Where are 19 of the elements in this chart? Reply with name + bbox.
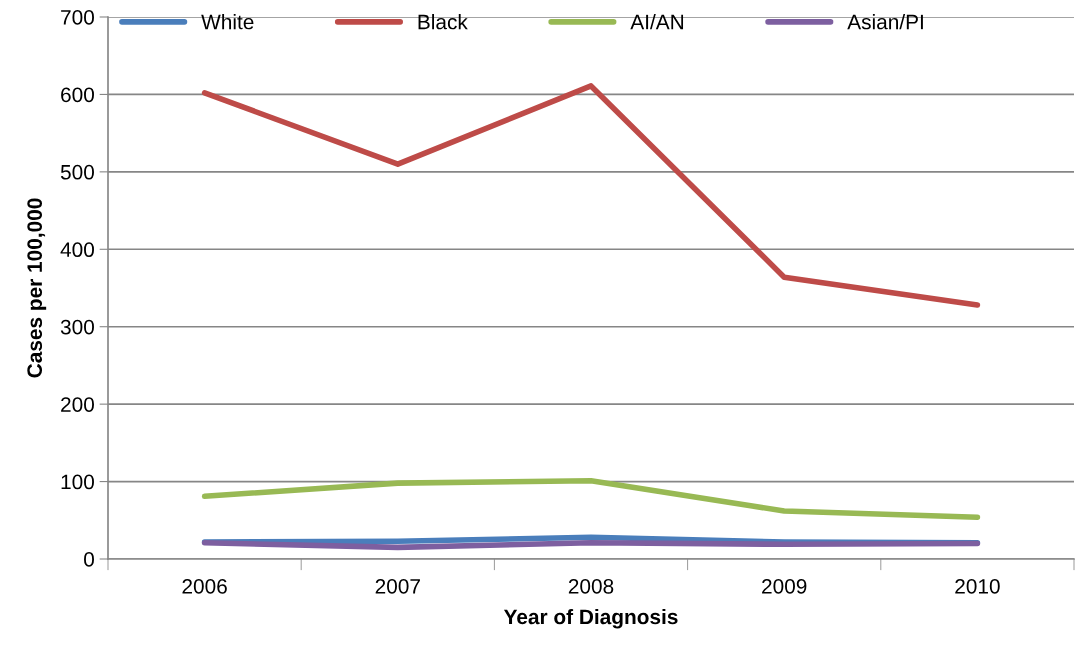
y-axis-title: Cases per 100,000 [27, 198, 47, 378]
x-tick-label: 2007 [375, 578, 420, 594]
y-tick-label: 700 [61, 10, 94, 25]
legend-label: Black [418, 14, 468, 30]
x-tick-label: 2009 [762, 578, 807, 594]
x-tick-label: 2008 [568, 578, 614, 594]
y-tick-label: 600 [61, 87, 94, 103]
y-tick-label: 500 [60, 164, 94, 180]
legend-label: White [201, 14, 254, 30]
y-tick-label: 100 [61, 474, 94, 490]
y-tick-label: 400 [60, 242, 94, 258]
x-tick-label: 2006 [182, 578, 227, 594]
legend-label: Asian/PI [847, 14, 923, 30]
x-tick-label: 2010 [955, 578, 1000, 594]
legend-label: AI/AN [630, 14, 684, 30]
y-tick-label: 200 [61, 397, 94, 412]
y-tick-label: 0 [84, 552, 94, 567]
x-axis-title: Year of Diagnosis [503, 608, 678, 629]
y-tick-label: 300 [60, 319, 94, 335]
